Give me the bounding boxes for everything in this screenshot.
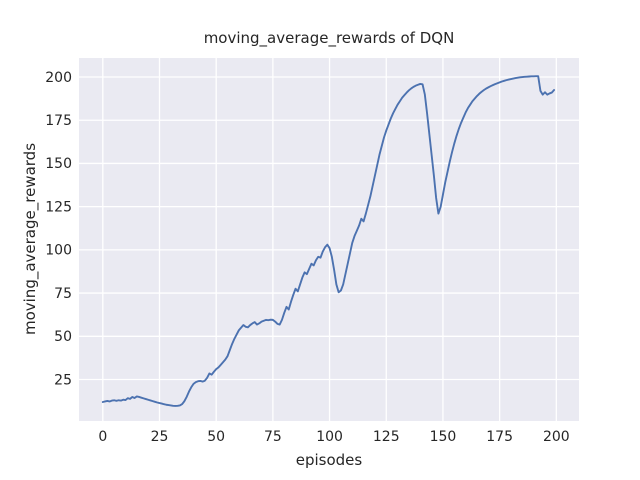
x-tick-label: 125 xyxy=(373,429,400,445)
x-tick-label: 25 xyxy=(151,429,169,445)
y-tick-label: 150 xyxy=(45,156,72,172)
x-tick-label: 0 xyxy=(98,429,107,445)
y-tick-label: 100 xyxy=(45,243,72,259)
y-tick-label: 75 xyxy=(54,286,72,302)
y-tick-label: 175 xyxy=(45,113,72,129)
y-tick-label: 25 xyxy=(54,372,72,388)
chart-title: moving_average_rewards of DQN xyxy=(203,29,455,47)
x-tick-label: 100 xyxy=(316,429,343,445)
y-axis-label: moving_average_rewards xyxy=(21,142,39,336)
reward-line xyxy=(101,75,556,407)
y-tick-label: 200 xyxy=(45,70,72,86)
x-tick-label: 150 xyxy=(430,429,457,445)
x-tick-label: 175 xyxy=(486,429,513,445)
x-tick-label: 50 xyxy=(207,429,225,445)
x-axis-label: episodes xyxy=(295,451,363,469)
y-tick-label: 125 xyxy=(45,199,72,215)
x-tick-label: 75 xyxy=(264,429,282,445)
y-tick-label: 50 xyxy=(54,329,72,345)
x-tick-label: 200 xyxy=(543,429,570,445)
